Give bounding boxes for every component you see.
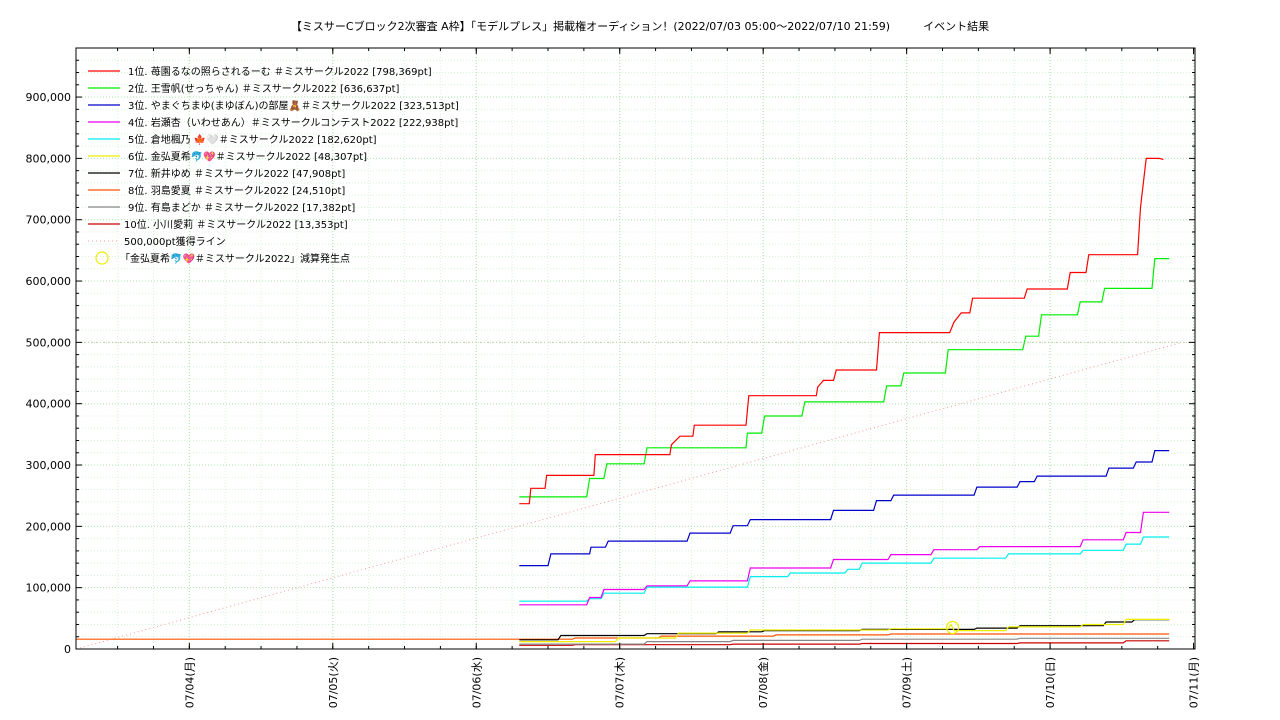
- reference-line-layer: [75, 341, 1195, 650]
- series-line-2: [519, 258, 1170, 498]
- series-line-3: [519, 450, 1170, 567]
- tick-layer: 0 100,000 200,000 300,000 400,000 500,000 600,…: [26, 48, 1201, 708]
- legend-entry: 8位. 羽島愛夏 ＃ミスサークル2022 [24,510pt]: [128, 184, 345, 197]
- legend-entry: 7位. 新井ゆめ ＃ミスサークル2022 [47,908pt]: [128, 167, 345, 180]
- series-line-9: [519, 637, 1170, 645]
- legend-entry: 9位. 有島まどか ＃ミスサークル2022 [17,382pt]: [128, 201, 355, 214]
- x-tick-label: 07/09(土): [901, 657, 914, 708]
- legend-entry: 4位. 岩瀬杏（いわせあん）＃ミスサークルコンテスト2022 [222,938p…: [128, 116, 458, 129]
- y-tick-label: 200,000: [26, 520, 72, 533]
- reference-line-500000: [75, 341, 1183, 650]
- legend-entry: 10位. 小川愛莉 ＃ミスサークル2022 [13,353pt]: [124, 218, 348, 231]
- x-tick-label: 07/04(月): [183, 657, 196, 708]
- x-tick-label: 07/05(火): [327, 657, 340, 708]
- legend-entry: 1位. 苺園るなの照らされるーむ ＃ミスサークル2022 [798,369pt]: [128, 65, 432, 78]
- series-line-1: [519, 157, 1164, 505]
- series-line-5: [519, 536, 1170, 602]
- plot-frame: [75, 47, 1196, 650]
- y-tick-label: 500,000: [26, 336, 72, 349]
- series-layer: [76, 157, 1170, 646]
- y-tick-label: 700,000: [26, 214, 72, 227]
- legend-entry: 2位. 王雪帆(せっちゃん) ＃ミスサークル2022 [636,637pt]: [128, 82, 400, 95]
- x-tick-label: 07/07(木): [614, 657, 627, 708]
- x-tick-label: 07/08(金): [756, 657, 770, 708]
- series-line-6: [519, 618, 1170, 643]
- legend-entry: 「金弘夏希🐬💖＃ミスサークル2022」減算発生点: [120, 252, 350, 265]
- legend-entry: 5位. 倉地楓乃 🍁🤍＃ミスサークル2022 [182,620pt]: [128, 133, 377, 146]
- legend-entry: 500,000pt獲得ライン: [124, 235, 226, 248]
- series-line-4: [519, 511, 1170, 606]
- y-tick-label: 0: [64, 643, 71, 656]
- marker-layer: [945, 620, 960, 635]
- y-tick-label: 800,000: [26, 152, 72, 165]
- grid-layer: [76, 48, 1195, 649]
- deduction-marker: [945, 620, 960, 635]
- legend-entry: 3位. やまぐちまゆ(まゆぼん)の部屋🧸＃ミスサークル2022 [323,513…: [128, 99, 459, 112]
- legend: 1位. 苺園るなの照らされるーむ ＃ミスサークル2022 [798,369pt]…: [88, 65, 459, 265]
- series-line-10: [519, 640, 1170, 646]
- y-tick-label: 100,000: [26, 582, 72, 595]
- legend-entry: 6位. 金弘夏希🐬💖＃ミスサークル2022 [48,307pt]: [128, 150, 367, 163]
- chart-title: 【ミスサーCブロック2次審査 A枠】「モデルプレス」掲載権オーディション！(20…: [290, 20, 990, 33]
- x-tick-label: 07/10(日): [1044, 657, 1057, 708]
- x-tick-label: 07/11(月): [1188, 657, 1201, 708]
- y-tick-label: 600,000: [26, 275, 72, 288]
- y-tick-label: 300,000: [26, 459, 72, 472]
- y-tick-label: 400,000: [26, 398, 72, 411]
- legend-swatch: [95, 251, 109, 265]
- x-tick-label: 07/06(水): [470, 657, 483, 708]
- y-tick-label: 900,000: [26, 91, 72, 104]
